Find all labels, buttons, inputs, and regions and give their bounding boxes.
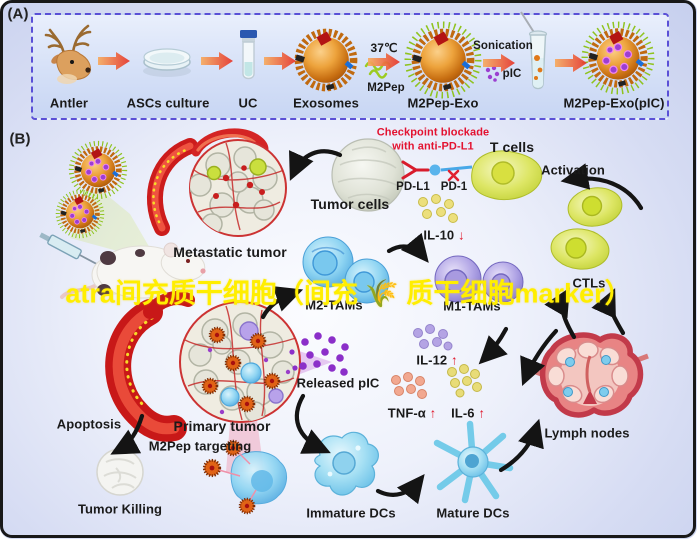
metastatic-tumor-graphic	[146, 128, 287, 237]
temp-annotation: 37℃	[370, 41, 398, 55]
tumor-cells-label: Tumor cells	[310, 196, 390, 212]
step-label-m2pep-exo: M2Pep-Exo	[407, 95, 479, 111]
sonication-annotation: Sonication	[473, 40, 533, 52]
mouse-icon	[60, 242, 206, 299]
released-pic-label: Released pIC	[296, 375, 380, 391]
pic-dots-panel-a	[485, 65, 500, 82]
checkpoint-line2: with anti-PD-L1	[392, 141, 474, 153]
syringe-icon	[39, 232, 101, 267]
pic-annotation: pIC	[502, 68, 522, 80]
watermark-text: atra间充质干细胞（间充 🌾 质干细胞marker）	[65, 278, 632, 309]
arrow-tumor-to-m2	[260, 286, 304, 320]
il12-name: IL-12	[416, 352, 448, 368]
arrow-pic-to-dc	[294, 393, 331, 454]
checkpoint-line1: Checkpoint blockade	[376, 126, 490, 139]
tnf-up-arrow-icon: ↑	[429, 405, 437, 421]
tumor-cells-graphic	[331, 138, 405, 212]
activation-label: Activation	[541, 162, 605, 178]
step-label-m2pep-exo-pic: M2Pep-Exo(pIC)	[563, 95, 665, 111]
il6-up-arrow-icon: ↑	[478, 405, 485, 421]
primary-tumor-graphic	[105, 291, 332, 472]
m2pep-annotation: M2Pep	[367, 82, 405, 94]
il6-label: IL-6 ↑	[451, 406, 485, 421]
tnf-name: TNF-α	[387, 405, 426, 421]
lymph-node-graphic	[535, 332, 649, 418]
arrow-dc-to-lymph	[498, 418, 544, 473]
m2-tams-label: M2-TAMs	[305, 297, 363, 313]
anti-pd-l1-antibody-icon	[401, 160, 473, 182]
primary-tumor-label: Primary tumor	[173, 418, 271, 434]
step-label-ascs-culture: ASCs culture	[126, 95, 210, 111]
mature-dcs-label: Mature DCs	[436, 505, 510, 521]
m2pep-exo-icon	[408, 25, 478, 95]
arrow-m2-to-m1	[386, 232, 429, 263]
arrow-apoptosis	[110, 413, 145, 455]
deer-antler-icon	[44, 24, 92, 84]
m2pep-exo-pic-icon	[585, 25, 652, 92]
arrow-lymph-to-ctl-1	[544, 287, 577, 340]
t-cells-label: T cells	[489, 139, 535, 155]
pd-1-label: PD-1	[440, 181, 468, 193]
m2-tam-cells	[302, 236, 390, 304]
arrow-m1-down	[478, 326, 509, 365]
arrow-to-lymph	[520, 328, 559, 386]
tumor-killing-label: Tumor Killing	[77, 501, 163, 517]
il10-name: IL-10	[423, 227, 455, 243]
arrow-tumorcells-to-metastatic	[289, 149, 343, 181]
ctls-label: CTLs	[572, 275, 606, 291]
t-cell-graphic	[471, 150, 543, 201]
il6-dots	[447, 364, 482, 398]
arrow-lymph-to-ctl-2	[591, 288, 626, 336]
lymph-nodes-label: Lymph nodes	[544, 425, 630, 441]
exosome-icon	[295, 31, 353, 90]
il10-dots	[418, 194, 458, 223]
immature-dcs-label: Immature DCs	[306, 505, 396, 521]
cycle-arrows	[110, 149, 644, 505]
il6-name: IL-6	[451, 405, 475, 421]
arrow-immature-to-mature	[375, 474, 425, 505]
pd-l1-label: PD-L1	[396, 181, 430, 193]
il10-label: IL-10 ↓	[423, 228, 464, 243]
checkpoint-blockade-label: Checkpoint blockade with anti-PD-L1	[377, 126, 490, 155]
panel-b-tag: (B)	[9, 130, 31, 148]
ctl-cells-graphic	[550, 187, 623, 270]
dead-tumor-cell-graphic	[96, 448, 144, 496]
released-pic-dots	[289, 332, 349, 376]
m2pep-targeting-label: M2Pep targeting	[148, 438, 252, 454]
sonication-tube-icon	[520, 11, 548, 90]
step-label-antler: Antler	[49, 95, 89, 111]
panel-a-tag: (A)	[7, 5, 29, 23]
il12-dots	[413, 324, 453, 351]
tnf-label: TNF-α ↑	[388, 406, 436, 421]
m1-tam-cells	[434, 255, 524, 303]
il10-down-arrow-icon: ↓	[457, 227, 465, 243]
uc-tube-icon	[240, 30, 257, 80]
apoptosis-label: Apoptosis	[56, 416, 122, 432]
step-label-uc: UC	[238, 95, 258, 111]
arrow-activation	[560, 163, 644, 211]
m2pep-targeting-graphic	[202, 439, 287, 515]
mature-dc-graphic	[433, 420, 514, 504]
il12-label: IL-12 ↑	[416, 353, 457, 368]
tnf-dots	[391, 372, 427, 399]
il12-up-arrow-icon: ↑	[450, 352, 458, 368]
petri-dish-icon	[143, 48, 191, 77]
immature-dc-graphic	[314, 431, 379, 496]
m1-tams-label: M1-TAMs	[443, 298, 501, 314]
lymph-dc-icons	[563, 355, 611, 397]
step-label-exosomes: Exosomes	[293, 95, 359, 111]
metastatic-tumor-label: Metastatic tumor	[173, 244, 287, 260]
